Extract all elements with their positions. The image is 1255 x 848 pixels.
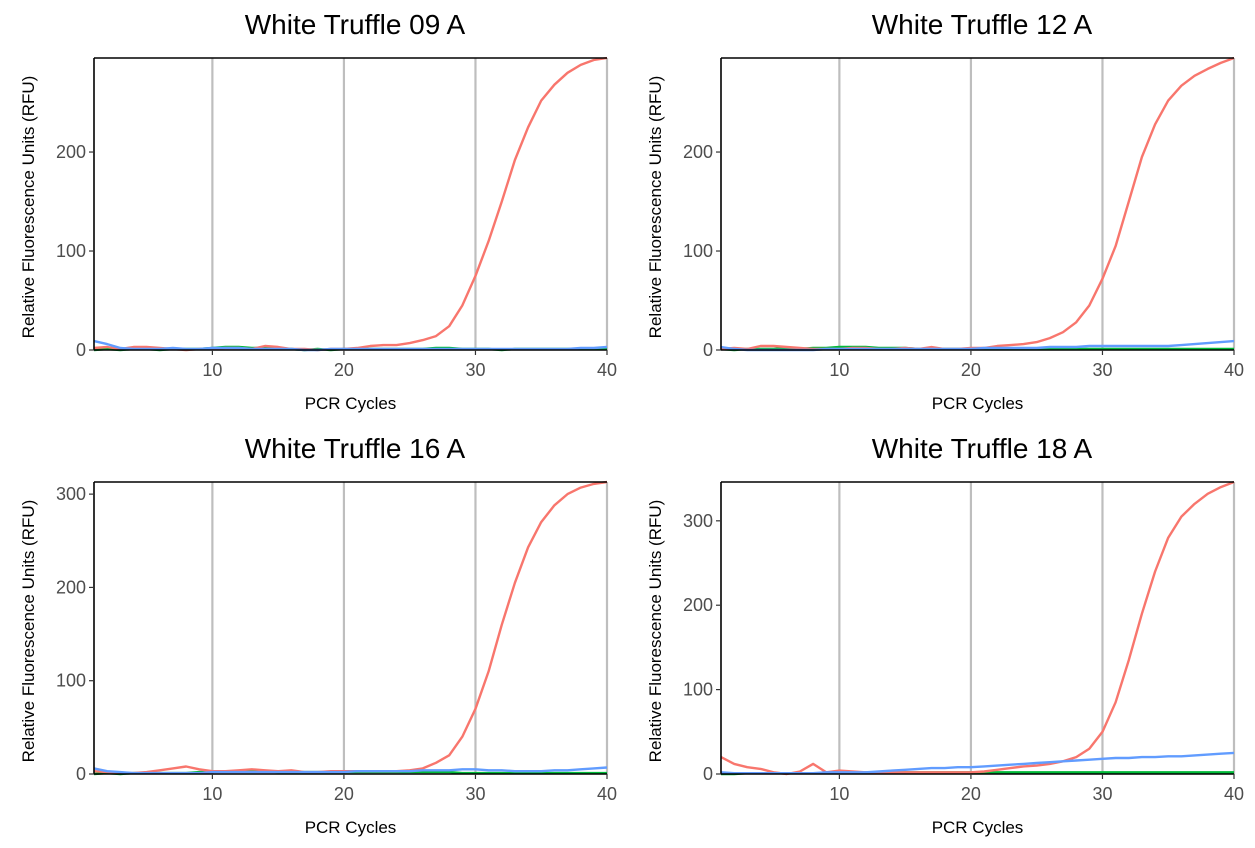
chart-panel-2: White Truffle 12 A 0 100 200 10 20 30 40 PCR Cyc… [627, 0, 1254, 424]
series-line-0 [720, 56, 1235, 351]
chart-title: White Truffle 16 A [245, 433, 466, 464]
series-line-2 [720, 751, 1235, 775]
x-tick-label: 20 [961, 360, 981, 380]
y-tick-label: 300 [683, 511, 713, 531]
chart-3-svg: White Truffle 16 A 0 100 200 300 10 20 30 40 PCR … [19, 433, 617, 837]
y-tick-label: 100 [56, 241, 86, 261]
y-tick-label: 0 [703, 764, 713, 784]
y-axis-label: Relative Fluorescence Units (RFU) [19, 76, 38, 339]
series-line-0 [93, 56, 608, 352]
y-tick-label: 100 [683, 241, 713, 261]
x-tick-label: 20 [961, 784, 981, 804]
x-tick-label: 40 [1224, 360, 1244, 380]
chart-panel-1: White Truffle 09 A 0 100 200 10 20 30 40 PCR Cyc… [0, 0, 627, 424]
y-tick-label: 0 [76, 764, 86, 784]
x-axis-label: PCR Cycles [305, 394, 397, 413]
x-tick-label: 10 [829, 784, 849, 804]
y-tick-label: 0 [76, 340, 86, 360]
chart-title: White Truffle 09 A [245, 9, 466, 40]
x-tick-label: 30 [465, 360, 485, 380]
x-axis-label: PCR Cycles [305, 818, 397, 837]
x-tick-label: 40 [597, 784, 617, 804]
chart-4-svg: White Truffle 18 A 0 100 200 300 10 20 30 40 PCR … [646, 433, 1244, 837]
x-tick-label: 10 [202, 360, 222, 380]
y-tick-label: 300 [56, 484, 86, 504]
series-line-0 [720, 480, 1235, 776]
x-tick-label: 40 [597, 360, 617, 380]
y-tick-label: 100 [56, 671, 86, 691]
y-tick-label: 200 [683, 142, 713, 162]
chart-1-svg: White Truffle 09 A 0 100 200 10 20 30 40 PCR Cyc… [19, 9, 617, 413]
x-tick-label: 30 [1092, 360, 1112, 380]
series-line-2 [93, 766, 608, 775]
y-tick-label: 0 [703, 340, 713, 360]
x-axis-label: PCR Cycles [932, 394, 1024, 413]
x-tick-label: 40 [1224, 784, 1244, 804]
chart-panel-3: White Truffle 16 A 0 100 200 300 10 20 30 40 PCR … [0, 424, 627, 848]
y-tick-label: 200 [683, 595, 713, 615]
y-tick-label: 200 [56, 577, 86, 597]
series-line-0 [93, 480, 608, 775]
x-tick-label: 20 [334, 360, 354, 380]
x-tick-label: 30 [465, 784, 485, 804]
y-tick-label: 200 [56, 142, 86, 162]
x-tick-label: 10 [829, 360, 849, 380]
y-axis-label: Relative Fluorescence Units (RFU) [646, 76, 665, 339]
chart-panel-4: White Truffle 18 A 0 100 200 300 10 20 30 40 PCR … [627, 424, 1254, 848]
chart-2-svg: White Truffle 12 A 0 100 200 10 20 30 40 PCR Cyc… [646, 9, 1244, 413]
chart-title: White Truffle 18 A [872, 433, 1093, 464]
x-tick-label: 10 [202, 784, 222, 804]
y-axis-label: Relative Fluorescence Units (RFU) [646, 500, 665, 763]
x-axis-label: PCR Cycles [932, 818, 1024, 837]
series-line-2 [93, 339, 608, 352]
x-tick-label: 20 [334, 784, 354, 804]
y-axis-label: Relative Fluorescence Units (RFU) [19, 500, 38, 763]
x-tick-label: 30 [1092, 784, 1112, 804]
y-tick-label: 100 [683, 680, 713, 700]
chart-title: White Truffle 12 A [872, 9, 1093, 40]
